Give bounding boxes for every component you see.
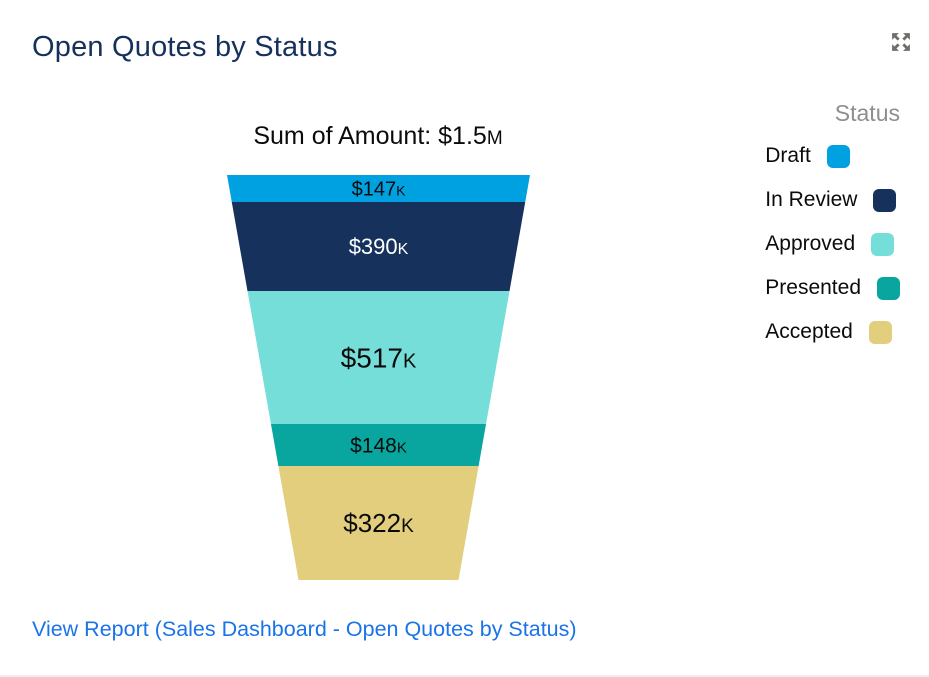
expand-button[interactable] xyxy=(888,29,914,55)
legend-item-approved[interactable]: Approved xyxy=(765,222,900,266)
funnel-value-label-accepted: $322K xyxy=(343,508,414,538)
legend-item-draft[interactable]: Draft xyxy=(765,134,900,178)
funnel-segment-approved[interactable] xyxy=(247,291,510,424)
legend-item-label: In Review xyxy=(765,188,858,211)
funnel-segment-in-review[interactable] xyxy=(231,202,526,291)
legend-item-accepted[interactable]: Accepted xyxy=(765,310,900,354)
expand-arrows-icon xyxy=(892,33,910,51)
chart-sum-of-amount-label: Sum of Amount: $1.5M xyxy=(253,122,502,151)
funnel-value-label-approved: $517K xyxy=(341,342,417,373)
legend-color-swatch xyxy=(877,276,900,300)
legend-items: Draft In Review Approved Presented Accepted xyxy=(765,134,900,354)
sum-label-unit: M xyxy=(486,128,503,149)
funnel-segment-draft[interactable] xyxy=(227,175,530,202)
widget-title: Open Quotes by Status xyxy=(32,31,338,63)
legend-color-swatch xyxy=(871,232,895,256)
legend-item-label: Presented xyxy=(765,276,861,299)
sum-label-text: Sum of Amount: $1.5 xyxy=(253,122,487,150)
legend-item-label: Approved xyxy=(765,232,856,255)
funnel-value-label-presented: $148K xyxy=(350,434,407,457)
view-report-link[interactable]: View Report (Sales Dashboard - Open Quot… xyxy=(32,617,577,641)
legend-color-swatch xyxy=(826,144,850,168)
funnel-segment-presented[interactable] xyxy=(270,424,487,466)
legend-color-swatch xyxy=(868,320,892,344)
legend-item-in-review[interactable]: In Review xyxy=(765,178,900,222)
funnel-value-label-in-review: $390K xyxy=(349,234,409,259)
legend-item-label: Accepted xyxy=(765,320,853,343)
legend-color-swatch xyxy=(873,188,897,212)
legend: Status Draft In Review Approved Presented Ac… xyxy=(765,98,900,354)
legend-item-label: Draft xyxy=(765,144,811,167)
legend-title: Status xyxy=(834,100,900,126)
funnel-value-label-draft: $147K xyxy=(352,179,407,201)
funnel-segment-accepted[interactable] xyxy=(278,466,479,580)
legend-item-presented[interactable]: Presented xyxy=(765,266,900,310)
